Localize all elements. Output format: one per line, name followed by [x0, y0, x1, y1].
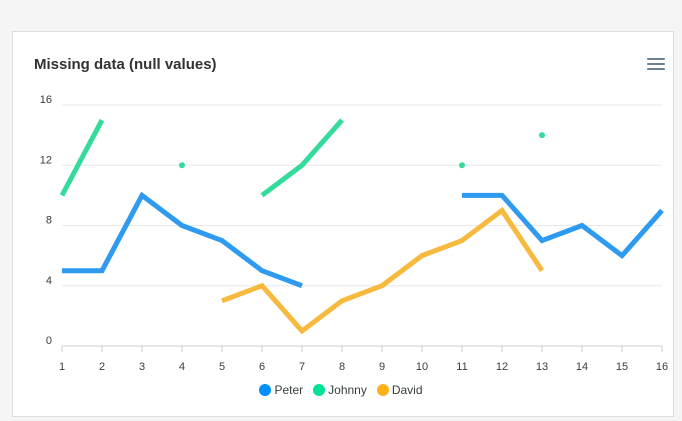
series-johnny-point [539, 132, 545, 139]
x-tick-label: 2 [99, 361, 105, 373]
legend-marker [376, 384, 389, 396]
x-tick-label: 3 [139, 361, 145, 373]
legend-label: Peter [274, 383, 304, 397]
y-tick-label: 16 [40, 94, 52, 106]
x-tick-label: 15 [616, 361, 628, 373]
chart-card: Missing data (null values) [12, 31, 674, 417]
hamburger-menu-icon[interactable] [647, 58, 665, 72]
legend-marker [313, 384, 326, 396]
y-tick-label: 12 [40, 154, 52, 166]
x-tick-label: 1 [59, 361, 65, 373]
series-johnny-point [459, 162, 465, 169]
x-tick-label: 11 [456, 361, 467, 373]
x-tick-label: 10 [416, 361, 428, 373]
y-tick-label: 4 [46, 275, 52, 287]
legend-marker [259, 384, 272, 396]
series-johnny-line [260, 118, 344, 198]
x-tick-label: 5 [219, 361, 225, 373]
y-tick-label: 0 [46, 335, 52, 347]
legend-label: David [391, 383, 423, 397]
chart-legend: Peter Johnny David [0, 383, 682, 397]
series-david-line [221, 206, 545, 335]
legend-item-david[interactable]: David [376, 383, 423, 397]
series-peter-line [62, 191, 303, 289]
series-peter-line [462, 192, 664, 260]
x-tick-label: 13 [536, 361, 548, 373]
x-tick-label: 8 [339, 361, 345, 373]
series-johnny-line [59, 118, 105, 197]
x-tick-label: 9 [379, 361, 385, 373]
x-tick-label: 16 [656, 361, 668, 373]
series-johnny-point [179, 162, 185, 169]
chart-title: Missing data (null values) [34, 56, 217, 73]
legend-item-johnny[interactable]: Johnny [313, 383, 367, 397]
y-tick-label: 8 [46, 215, 52, 227]
x-tick-label: 6 [259, 361, 265, 373]
legend-label: Johnny [328, 383, 367, 397]
x-tick-label: 12 [496, 361, 508, 373]
x-tick-label: 4 [179, 361, 185, 373]
legend-item-peter[interactable]: Peter [259, 383, 303, 397]
x-tick-label: 7 [299, 361, 305, 373]
x-tick-label: 14 [576, 361, 588, 373]
